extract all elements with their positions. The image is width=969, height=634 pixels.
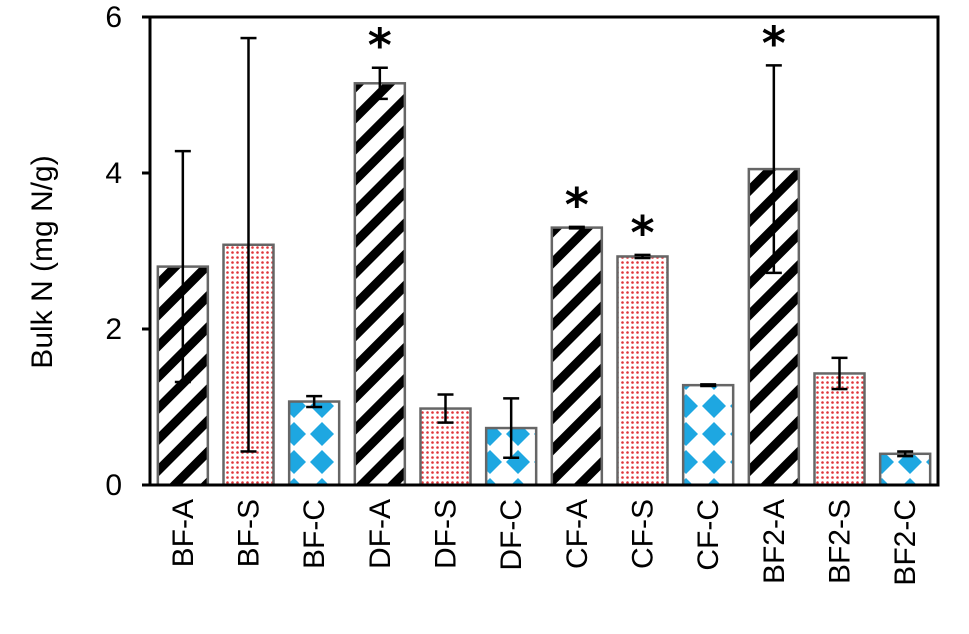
significance-star: *: [762, 16, 786, 70]
y-tick-label: 4: [105, 157, 122, 190]
significance-star: *: [368, 19, 392, 73]
x-tick-label: CF-S: [627, 499, 660, 569]
plot-frame: [148, 15, 940, 487]
x-tick-label: BF-C: [298, 499, 331, 569]
bar-cf-a: [550, 226, 604, 487]
y-axis-ticks: 0 2 4 6: [105, 1, 150, 502]
bar-cf-s: [616, 255, 669, 487]
x-tick-label: BF2-A: [758, 499, 791, 584]
x-tick-label: DF-S: [430, 499, 463, 569]
significance-star: *: [565, 178, 589, 232]
bar-cf-c: [681, 383, 735, 487]
y-tick-label: 6: [105, 1, 122, 34]
x-tick-label: CF-A: [561, 499, 594, 569]
y-tick-label: 0: [105, 469, 122, 502]
y-axis-title: Bulk N (mg N/g): [26, 155, 59, 368]
significance-markers: * * * *: [368, 16, 786, 260]
x-tick-label: BF2-S: [824, 499, 857, 584]
significance-star: *: [630, 206, 654, 260]
bars: [156, 82, 932, 487]
bar-df-a: [353, 82, 407, 487]
x-tick-label: DF-C: [495, 499, 528, 571]
x-axis-ticks: BF-A BF-S BF-C DF-A DF-S DF-C CF-A CF-S CF-C BF2-…: [167, 499, 922, 586]
bar-bf2-c: [878, 452, 932, 487]
x-tick-label: DF-A: [364, 499, 397, 569]
x-tick-label: BF-A: [167, 499, 200, 567]
x-tick-label: CF-C: [692, 499, 725, 571]
bar-bf-c: [287, 400, 341, 487]
bar-bf2-a: [747, 167, 801, 487]
x-tick-label: BF-S: [233, 499, 266, 567]
y-tick-label: 2: [105, 313, 122, 346]
error-bars: [174, 36, 914, 459]
x-tick-label: BF2-C: [889, 499, 922, 586]
